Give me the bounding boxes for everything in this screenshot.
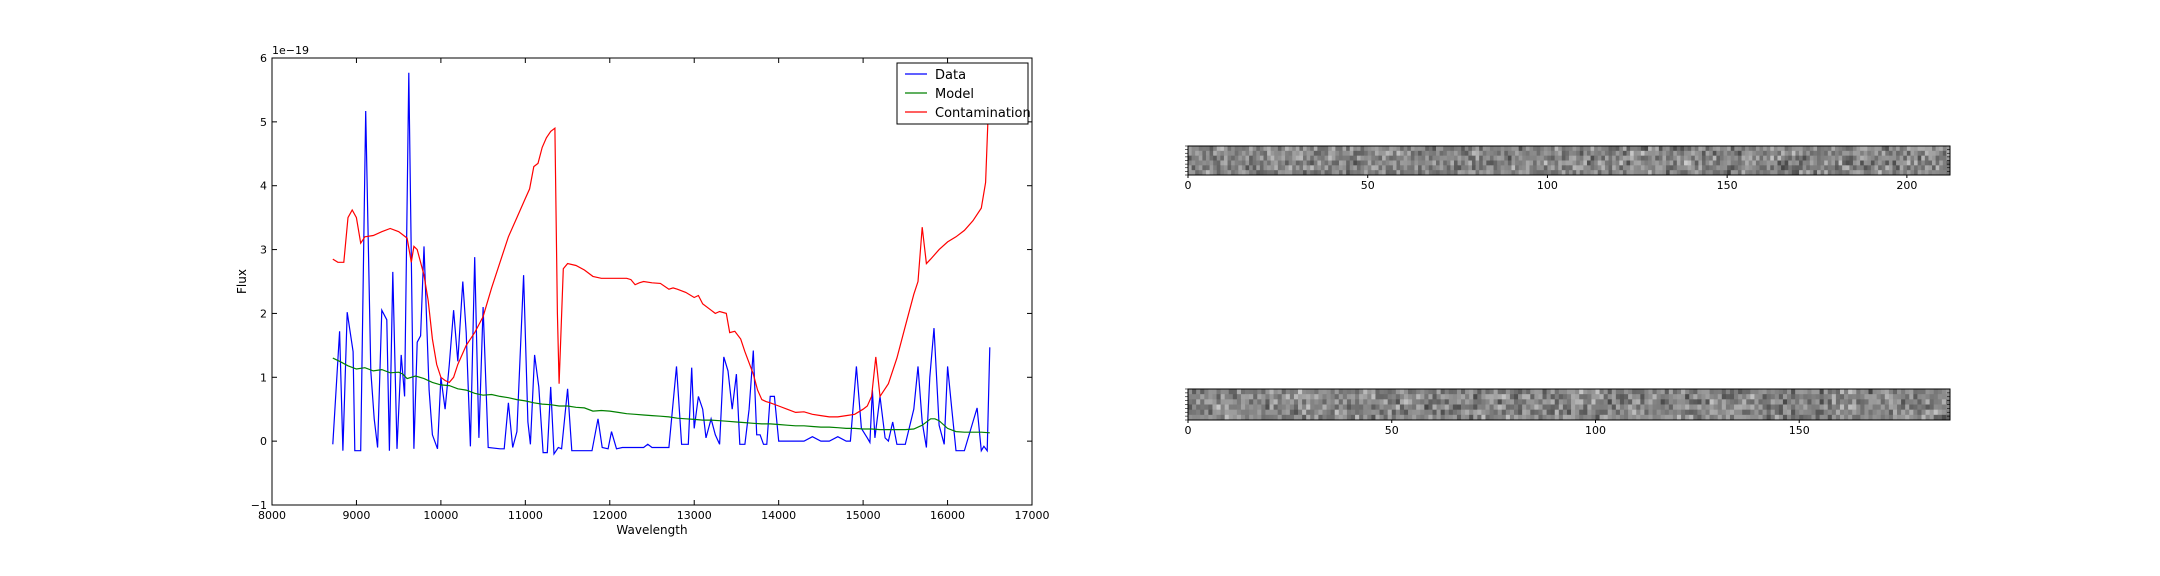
- y-axis-label: Flux: [235, 269, 249, 294]
- heatmap-top: 0 50 100 150 200: [1185, 145, 1951, 192]
- legend-entry: Data: [935, 68, 966, 83]
- heatmap-tick-label: 200: [1896, 179, 1917, 192]
- legend-entry: Model: [935, 87, 974, 102]
- y-axis: −1 0 1 2 3 4 5 6: [251, 52, 1032, 512]
- x-axis: 8000 9000 10000 11000 12000 13000 14000 15000 16…: [258, 58, 1050, 522]
- heatmap-tick-label: 150: [1789, 424, 1810, 437]
- plot-frame: [271, 57, 1033, 506]
- x-tick-label: 10000: [423, 509, 458, 522]
- heatmap-tick-label: 50: [1385, 424, 1399, 437]
- heatmap-bottom: 0 50 100 150: [1185, 388, 1951, 437]
- x-tick-label: 17000: [1015, 509, 1050, 522]
- heatmap-cells: [1188, 146, 1951, 176]
- x-tick-label: 14000: [761, 509, 796, 522]
- y-tick-label: 1: [260, 371, 267, 384]
- x-tick-label: 11000: [508, 509, 543, 522]
- y-tick-label: −1: [251, 499, 267, 512]
- legend-entry: Contamination: [935, 106, 1031, 121]
- heatmap-tick-label: 100: [1537, 179, 1558, 192]
- heatmap-tick-label: 50: [1361, 179, 1375, 192]
- line-chart: 8000 9000 10000 11000 12000 13000 14000 15000 16…: [235, 44, 1050, 537]
- x-axis-label: Wavelength: [616, 523, 687, 537]
- y-tick-label: 4: [260, 180, 267, 193]
- x-tick-label: 13000: [677, 509, 712, 522]
- y-tick-label: 2: [260, 307, 267, 320]
- x-tick-label: 9000: [342, 509, 370, 522]
- y-tick-label: 5: [260, 116, 267, 129]
- series-line-data: [332, 72, 991, 456]
- series-lines: [332, 70, 991, 456]
- heatmap-tick-label: 0: [1185, 179, 1192, 192]
- y-tick-label: 3: [260, 244, 267, 257]
- x-tick-label: 12000: [592, 509, 627, 522]
- series-line-contamination: [332, 70, 991, 418]
- heatmap-tick-label: 150: [1717, 179, 1738, 192]
- y-offset-label: 1e−19: [272, 44, 309, 57]
- x-tick-label: 15000: [846, 509, 881, 522]
- heatmap-tick-label: 0: [1185, 424, 1192, 437]
- legend: Data Model Contamination: [896, 62, 1031, 125]
- x-tick-label: 16000: [930, 509, 965, 522]
- heatmap-cells: [1188, 389, 1951, 421]
- series-line-model: [332, 357, 990, 434]
- x-tick-label: 8000: [258, 509, 286, 522]
- heatmap-tick-label: 100: [1585, 424, 1606, 437]
- y-tick-label: 0: [260, 435, 267, 448]
- y-tick-label: 6: [260, 52, 267, 65]
